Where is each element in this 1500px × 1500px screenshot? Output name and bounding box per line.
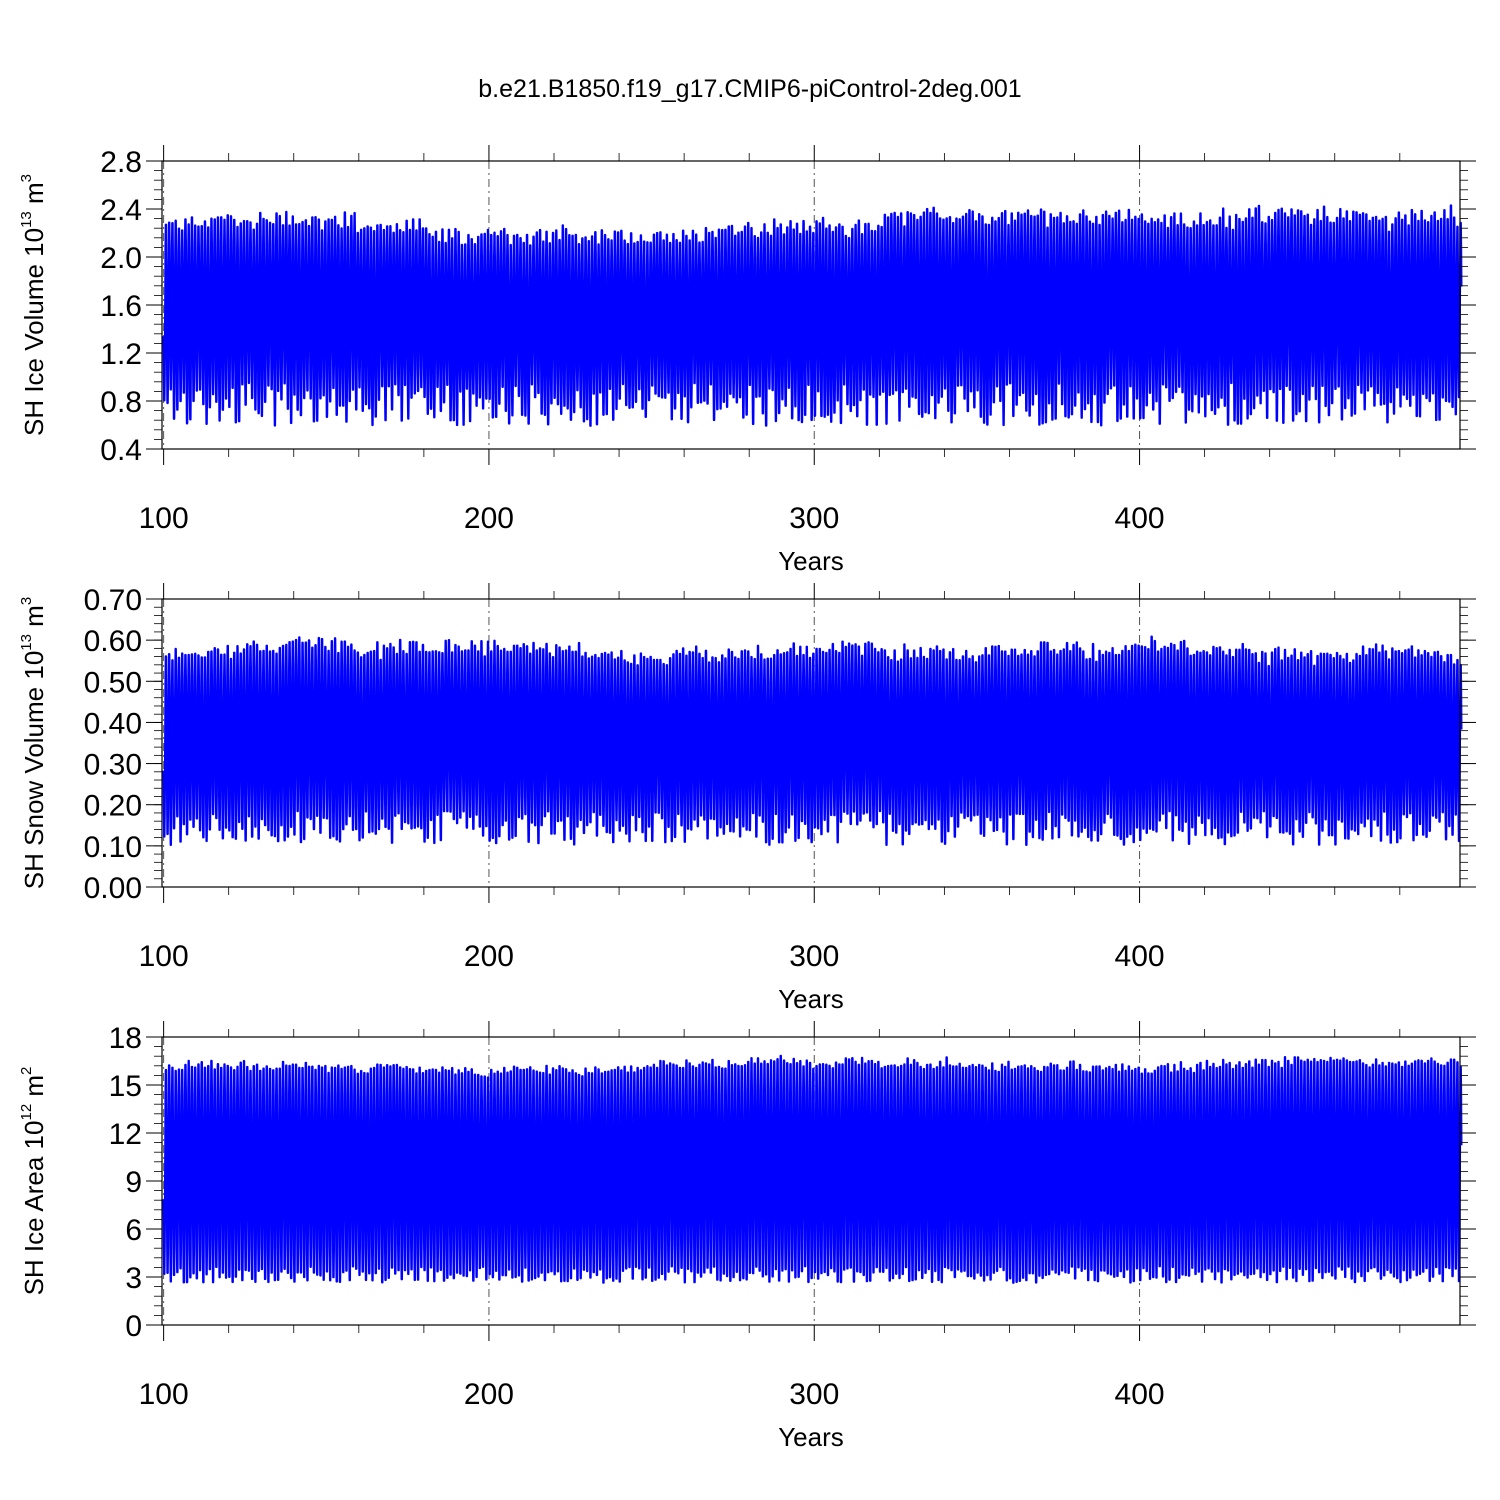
- ice-volume-ylabel-main: SH Ice Volume 10: [19, 228, 49, 436]
- snow-volume-ylabel: SH Snow Volume 1013 m3: [18, 597, 49, 889]
- snow-volume-axes: 0.00 0.10 0.20 0.30 0.40 0.50 0.60 0.70 100 200 30…: [84, 583, 1476, 973]
- x-tick-label: 100: [139, 1378, 189, 1411]
- snow-volume-ylabel-unit: m: [19, 605, 49, 634]
- y-tick-label: 0.50: [84, 666, 142, 699]
- snow-volume-xlabel: Years: [778, 984, 844, 1014]
- y-tick-label: 18: [109, 1022, 142, 1055]
- ice-volume-ylabel-exponent: 13: [18, 211, 35, 228]
- ice-volume-series-line: [162, 204, 1463, 427]
- snow-volume-ylabel-exponent: 13: [18, 634, 35, 651]
- y-tick-label: 0.4: [100, 434, 142, 467]
- y-tick-label: 2.4: [100, 194, 142, 227]
- y-tick-label: 0.60: [84, 625, 142, 658]
- x-tick-label: 400: [1115, 502, 1165, 535]
- ice-volume-series: [162, 204, 1463, 427]
- snow-volume-series-line: [162, 635, 1463, 847]
- x-tick-label: 100: [139, 502, 189, 535]
- ice-volume-ylabel-unit: m: [19, 182, 49, 211]
- y-tick-label: 0.30: [84, 749, 142, 782]
- snow-volume-plot-frame: [161, 598, 1461, 888]
- ice-area-ylabel: SH Ice Area 1012 m2: [18, 1067, 49, 1296]
- ice-area-series-line: [162, 1054, 1463, 1284]
- ice-area-xlabel: Years: [778, 1422, 844, 1452]
- snow-volume-ylabel-main: SH Snow Volume 10: [19, 651, 49, 889]
- y-tick-label: 0.70: [84, 584, 142, 617]
- ice-volume-ylabel: SH Ice Volume 1013 m3: [18, 174, 49, 436]
- x-tick-label: 400: [1115, 1378, 1165, 1411]
- y-tick-label: 0.00: [84, 872, 142, 905]
- x-tick-label: 300: [789, 1378, 839, 1411]
- y-tick-label: 0.20: [84, 790, 142, 823]
- x-tick-label: 200: [464, 502, 514, 535]
- y-tick-label: 9: [125, 1166, 142, 1199]
- x-tick-label: 300: [789, 502, 839, 535]
- y-tick-label: 12: [109, 1118, 142, 1151]
- ice-area-panel: 0 3 6 9 12 15 18 100 200 300 400 Years SH Ice Area…: [18, 1021, 1476, 1452]
- x-tick-label: 300: [789, 940, 839, 973]
- y-tick-label: 2.0: [100, 242, 142, 275]
- y-tick-label: 6: [125, 1214, 142, 1247]
- snow-volume-series: [162, 635, 1463, 847]
- x-tick-label: 200: [464, 940, 514, 973]
- x-tick-label: 200: [464, 1378, 514, 1411]
- y-tick-label: 3: [125, 1262, 142, 1295]
- ice-volume-xlabel: Years: [778, 546, 844, 576]
- x-tick-label: 400: [1115, 940, 1165, 973]
- y-tick-label: 0: [125, 1310, 142, 1343]
- ice-area-ylabel-main: SH Ice Area 10: [19, 1121, 49, 1296]
- y-tick-label: 1.6: [100, 290, 142, 323]
- snow-volume-ylabel-unit-exponent: 3: [18, 597, 35, 605]
- y-tick-label: 0.40: [84, 707, 142, 740]
- y-tick-label: 1.2: [100, 338, 142, 371]
- chart-title: b.e21.B1850.f19_g17.CMIP6-piControl-2deg…: [478, 75, 1021, 103]
- ice-area-series: [162, 1054, 1463, 1284]
- ice-area-axes: 0 3 6 9 12 15 18 100 200 300 400: [109, 1021, 1476, 1411]
- x-tick-label: 100: [139, 940, 189, 973]
- ice-area-ylabel-unit-exponent: 2: [18, 1067, 35, 1075]
- y-tick-label: 0.10: [84, 831, 142, 864]
- ice-area-ylabel-unit: m: [19, 1075, 49, 1104]
- y-tick-label: 2.8: [100, 146, 142, 179]
- y-tick-label: 15: [109, 1070, 142, 1103]
- ice-volume-ylabel-unit-exponent: 3: [18, 174, 35, 182]
- snow-volume-panel: 0.00 0.10 0.20 0.30 0.40 0.50 0.60 0.70 100 200 30…: [18, 583, 1476, 1014]
- ice-area-ylabel-exponent: 12: [18, 1104, 35, 1121]
- ice-volume-axes: 0.4 0.8 1.2 1.6 2.0 2.4 2.8 100 200 300 400: [100, 145, 1476, 535]
- y-tick-label: 0.8: [100, 386, 142, 419]
